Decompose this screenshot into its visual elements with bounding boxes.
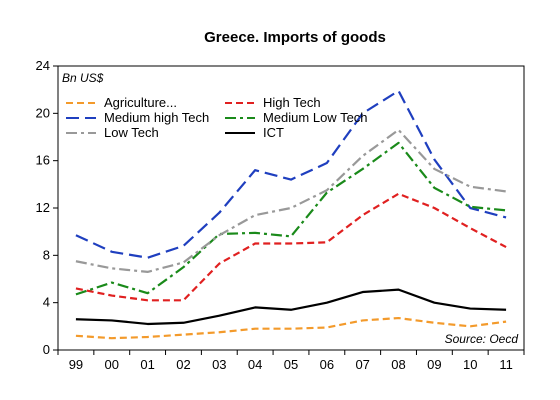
source-note: Source: Oecd (445, 332, 519, 346)
y-tick-label: 4 (43, 295, 50, 310)
x-tick-label: 10 (463, 357, 477, 372)
y-tick-label: 24 (36, 58, 50, 73)
legend-label: High Tech (263, 95, 321, 110)
series-line-agriculture (75, 316, 507, 340)
series-line-ict (75, 288, 507, 326)
y-tick-label: 12 (36, 200, 50, 215)
legend-label: Medium Low Tech (263, 110, 368, 125)
x-tick-label: 11 (499, 357, 513, 372)
chart-title: Greece. Imports of goods (204, 29, 386, 46)
x-tick-label: 08 (391, 357, 405, 372)
x-tick-label: 07 (355, 357, 369, 372)
legend: Agriculture... High Tech Medium high Tech M… (66, 95, 368, 140)
x-tick-label: 03 (212, 357, 226, 372)
y-tick-label: 20 (36, 105, 50, 120)
legend-label: Medium high Tech (104, 110, 209, 125)
series-line-high-tech (75, 192, 507, 302)
series-line-medium-high-tech (75, 89, 507, 259)
x-axis: 99 00 01 02 03 04 05 06 07 08 09 10 11 (57, 350, 525, 372)
x-tick-label: 00 (105, 357, 119, 372)
y-axis: 0 4 8 12 16 20 24 (36, 58, 58, 357)
legend-label: Low Tech (104, 125, 159, 140)
series-line-medium-low-tech (75, 141, 507, 296)
unit-label: Bn US$ (62, 71, 104, 85)
x-tick-label: 04 (248, 357, 262, 372)
x-tick-label: 01 (140, 357, 154, 372)
x-tick-label: 05 (284, 357, 298, 372)
x-tick-label: 99 (69, 357, 83, 372)
series-layer (75, 89, 507, 340)
legend-label: ICT (263, 125, 284, 140)
series-line-low-tech (75, 128, 507, 273)
x-tick-label: 02 (176, 357, 190, 372)
y-tick-label: 16 (36, 153, 50, 168)
y-tick-label: 8 (43, 247, 50, 262)
legend-label: Agriculture... (104, 95, 177, 110)
x-tick-label: 06 (320, 357, 334, 372)
y-tick-label: 0 (43, 342, 50, 357)
x-tick-label: 09 (427, 357, 441, 372)
